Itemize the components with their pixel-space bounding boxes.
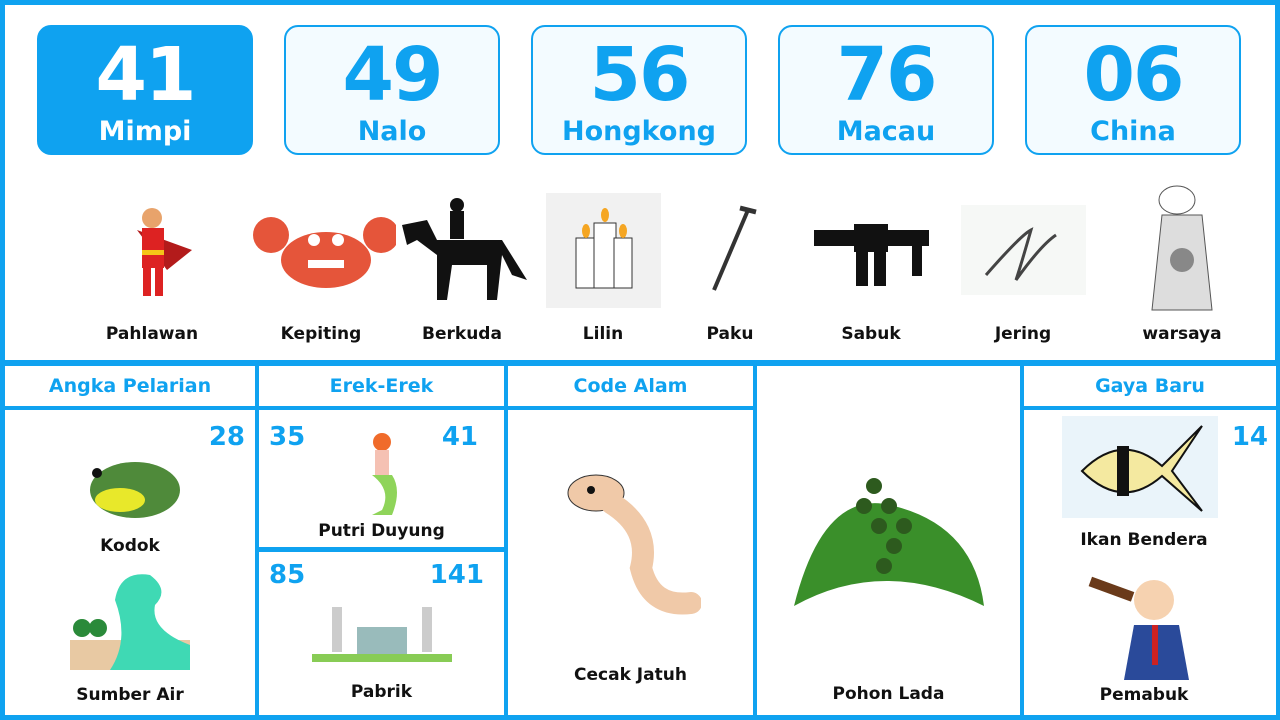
symbol-name: Lilin — [582, 324, 624, 344]
cell-name: Pohon Lada — [832, 684, 945, 704]
cell-number: 41 — [441, 422, 478, 452]
header-erek-erek: Erek-Erek — [259, 366, 504, 406]
symbol-name: Kepiting — [280, 324, 362, 344]
cell-name: Pemabuk — [1099, 685, 1189, 705]
number-value: 56 — [589, 32, 691, 118]
belt-icon — [796, 180, 946, 320]
header-gaya-baru: Gaya Baru — [1024, 366, 1276, 406]
cell-name: Kodok — [100, 536, 160, 556]
number-value: 76 — [836, 32, 938, 118]
drunk-man-icon — [1024, 570, 1276, 680]
symbol-berkuda: Berkuda — [387, 180, 537, 344]
angka-pelarian-cell: 28 Kodok Sumber Air — [5, 410, 255, 715]
cell-name: Putri Duyung — [318, 521, 445, 541]
symbol-pahlawan: Pahlawan — [77, 180, 227, 344]
top-panel: 41 Mimpi 49 Nalo 56 Hongkong 76 Macau 06 Chin… — [5, 5, 1275, 360]
header-angka-pelarian: Angka Pelarian — [5, 366, 255, 406]
symbol-name: Sabuk — [841, 324, 901, 344]
symbol-warsaya: warsaya — [1107, 180, 1257, 344]
water-wave-icon — [5, 570, 255, 670]
gecko-icon — [508, 458, 753, 618]
cell-number: 85 — [269, 560, 306, 590]
number-label: Nalo — [357, 116, 427, 147]
symbol-kepiting: Kepiting — [246, 180, 396, 344]
number-label: Mimpi — [98, 116, 192, 147]
erek-erek-bottom-cell: 85 141 Pabrik — [259, 552, 504, 715]
number-card-mimpi: 41 Mimpi — [37, 25, 253, 155]
header-code-alam: Code Alam — [508, 366, 753, 406]
cell-name: Cecak Jatuh — [574, 665, 687, 685]
erek-erek-top-cell: 35 41 Putri Duyung — [259, 410, 504, 547]
frog-icon — [5, 455, 255, 525]
symbol-name: Pahlawan — [105, 324, 199, 344]
gaya-baru-cell: 14 Ikan Bendera Pemabuk — [1024, 410, 1276, 715]
number-value: 06 — [1083, 32, 1185, 118]
cell-number: 28 — [208, 422, 245, 452]
cell-name: Pabrik — [350, 682, 413, 702]
number-label: China — [1090, 116, 1176, 147]
symbol-name: Paku — [706, 324, 754, 344]
mermaid-icon — [259, 430, 504, 515]
number-card-china: 06 China — [1025, 25, 1241, 155]
nail-icon — [655, 180, 805, 320]
symbol-name: Jering — [994, 324, 1052, 344]
cell-number: 141 — [429, 560, 484, 590]
wire-icon — [948, 180, 1098, 320]
candles-icon — [528, 180, 678, 320]
symbol-jering: Jering — [948, 180, 1098, 344]
symbol-name: warsaya — [1142, 324, 1222, 344]
symbol-name: Berkuda — [422, 324, 502, 344]
symbol-lilin: Lilin — [528, 180, 678, 344]
horse-rider-icon — [387, 180, 537, 320]
cell-name: Ikan Bendera — [1080, 530, 1208, 550]
symbol-sabuk: Sabuk — [796, 180, 946, 344]
pepper-plant-icon — [757, 446, 1020, 616]
number-label: Macau — [836, 116, 936, 147]
cell-name: Sumber Air — [76, 685, 184, 705]
angelfish-icon — [1024, 416, 1276, 518]
cell-number: 14 — [1231, 422, 1268, 452]
number-value: 41 — [95, 32, 197, 118]
crab-icon — [246, 180, 396, 320]
number-card-nalo: 49 Nalo — [284, 25, 500, 155]
number-card-hongkong: 56 Hongkong — [531, 25, 747, 155]
number-label: Hongkong — [561, 116, 717, 147]
number-value: 49 — [342, 32, 444, 118]
factory-icon — [259, 602, 504, 667]
code-alam-cell: Cecak Jatuh — [508, 410, 753, 715]
symbol-paku: Paku — [655, 180, 805, 344]
cell-number: 35 — [269, 422, 306, 452]
number-card-macau: 76 Macau — [778, 25, 994, 155]
pohon-lada-cell: Pohon Lada — [757, 366, 1020, 715]
wayang-icon — [1107, 180, 1257, 320]
superhero-icon — [77, 180, 227, 320]
